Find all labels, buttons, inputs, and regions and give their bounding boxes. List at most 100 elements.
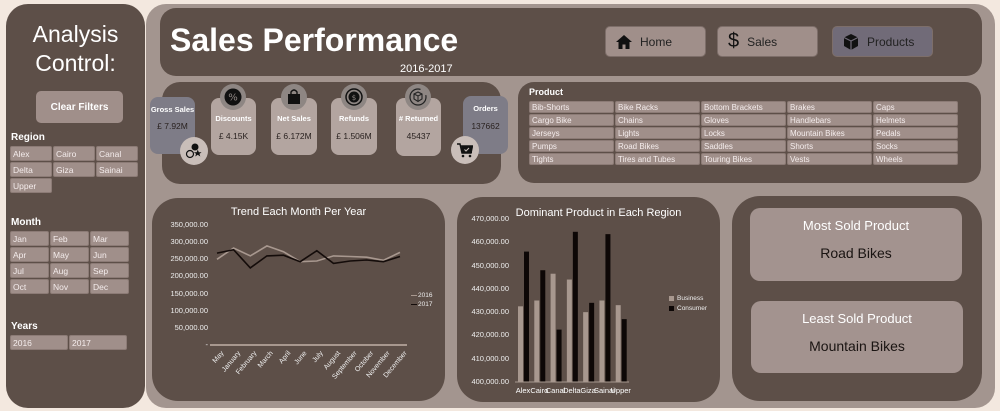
month-chip[interactable]: Aug [50,263,89,278]
sidebar-title-text: Analysis Control: [32,21,119,76]
sidebar-title: Analysis Control: [6,20,145,78]
kpi-value: £ 6.172M [276,131,312,141]
product-chip[interactable]: Vests [787,153,872,165]
legend-label: 2016 [418,292,433,299]
bar-consumer [589,302,595,382]
x-axis-tick: Cairo [530,386,549,395]
year-chip[interactable]: 2017 [69,335,127,350]
legend-label: Business [677,295,704,302]
product-chip[interactable]: Wheels [873,153,958,165]
y-axis-tick: 470,000.00 [471,214,509,223]
product-chip[interactable]: Locks [701,127,786,139]
month-chip[interactable]: Nov [50,279,89,294]
y-axis-tick: 430,000.00 [471,307,509,317]
month-chip[interactable]: Sep [90,263,129,278]
least-sold-card: Least Sold Product Mountain Bikes [751,301,963,373]
product-chip[interactable]: Brakes [787,101,872,113]
nav-home-button[interactable]: Home [605,26,706,57]
product-chip[interactable]: Bike Racks [615,101,700,113]
legend-item: 2016 [411,292,432,299]
month-chip[interactable]: Dec [90,279,129,294]
kpi-label: Gross Sales [150,105,195,114]
region-chip[interactable]: Canal [96,146,138,161]
page-subtitle: 2016-2017 [400,63,453,75]
nav-sales-label: Sales [747,34,778,49]
clear-filters-button[interactable]: Clear Filters [36,91,123,123]
month-chip[interactable]: Mar [90,231,129,246]
x-axis-tick: Canal [545,386,566,395]
product-chip[interactable]: Bottom Brackets [701,101,786,113]
x-axis-tick: Alex [515,386,531,395]
product-chip[interactable]: Tights [529,153,614,165]
series-line-2016 [216,245,401,263]
product-chip[interactable]: Gloves [701,114,786,126]
product-chip[interactable]: Lights [615,127,700,139]
product-chip[interactable]: Helmets [873,114,958,126]
nav-products-button[interactable]: Products [832,26,933,57]
region-chip[interactable]: Sainai [96,162,138,177]
product-slicer-label: Product [529,87,564,97]
year-chip[interactable]: 2016 [10,335,68,350]
bar-consumer [556,329,562,382]
product-chip[interactable]: Socks [873,140,958,152]
product-chip[interactable]: Chains [615,114,700,126]
years-slicer-label: Years [11,321,38,332]
product-chip[interactable]: Tires and Tubes [615,153,700,165]
y-axis-tick: 150,000.00 [170,288,208,298]
legend-swatch [411,303,417,306]
month-chip[interactable]: Oct [10,279,49,294]
legend-label: 2017 [418,301,433,308]
product-slicer: Bib-Shorts Bike Racks Bottom Brackets Brake… [529,101,958,165]
region-chip[interactable]: Delta [10,162,52,177]
product-chip[interactable]: Mountain Bikes [787,127,872,139]
product-chip[interactable]: Handlebars [787,114,872,126]
y-axis-tick: 250,000.00 [170,254,208,264]
bar-consumer [540,270,546,382]
region-chip[interactable]: Upper [10,178,52,193]
month-chip[interactable]: Jan [10,231,49,246]
product-chip[interactable]: Pedals [873,127,958,139]
nav-sales-button[interactable]: $ Sales [717,26,818,57]
y-axis-tick: 50,000.00 [174,322,208,332]
bar-business [550,273,556,382]
product-chip[interactable]: Touring Bikes [701,153,786,165]
kpi-value: 45437 [406,131,431,141]
years-slicer: 2016 2017 [10,335,127,350]
month-chip[interactable]: May [50,247,89,262]
month-slicer: Jan Feb Mar Apr May Jun Jul Aug Sep Oct Nov Dec [10,231,129,294]
legend-item: Business [669,295,703,302]
box-icon [843,33,859,50]
product-chip[interactable]: Shorts [787,140,872,152]
kpi-value: £ 7.92M [157,121,188,131]
region-chip[interactable]: Alex [10,146,52,161]
header-panel: Sales Performance 2016-2017 Home $ Sales… [160,8,982,76]
product-chip[interactable]: Bib-Shorts [529,101,614,113]
svg-text:%: % [228,93,238,104]
y-axis-tick: 440,000.00 [471,283,509,293]
product-chip[interactable]: Caps [873,101,958,113]
region-chip[interactable]: Cairo [53,146,95,161]
region-chart-title: Dominant Product in Each Region [515,207,682,219]
home-icon [616,34,632,49]
refund-icon: $ [341,84,367,110]
month-chip[interactable]: Feb [50,231,89,246]
month-chip[interactable]: Jun [90,247,129,262]
bar-business [534,300,540,382]
y-axis-tick: 450,000.00 [471,260,509,270]
cart-icon [451,136,479,164]
kpi-label: Net Sales [277,114,311,123]
kpi-value: 137662 [471,121,500,131]
product-chip[interactable]: Cargo Bike [529,114,614,126]
month-chip[interactable]: Apr [10,247,49,262]
product-chip[interactable]: Jerseys [529,127,614,139]
y-axis-tick: 200,000.00 [170,271,208,281]
product-chip[interactable]: Saddles [701,140,786,152]
y-axis-tick: 460,000.00 [471,237,509,247]
product-chip[interactable]: Road Bikes [615,140,700,152]
product-chip[interactable]: Pumps [529,140,614,152]
bar-consumer [524,251,529,382]
shopping-bag-icon [281,84,307,110]
region-chip[interactable]: Giza [53,162,95,177]
month-chip[interactable]: Jul [10,263,49,278]
region-chart-panel: Dominant Product in Each Region 470,000.… [457,197,720,402]
